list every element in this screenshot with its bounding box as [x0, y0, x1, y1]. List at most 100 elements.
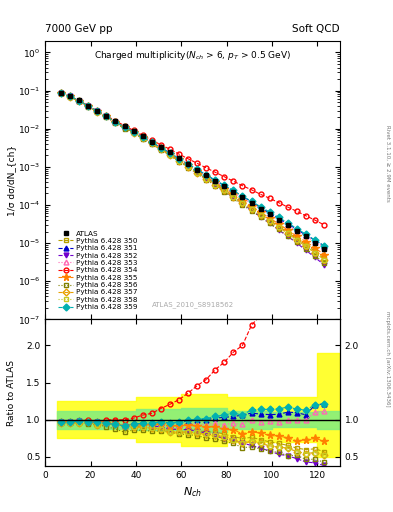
- Pythia 6.428 354: [222, 174, 227, 180]
- Pythia 6.428 355: [285, 227, 290, 233]
- Pythia 6.428 356: [222, 189, 227, 195]
- Pythia 6.428 350: [86, 103, 91, 109]
- Pythia 6.428 353: [231, 189, 236, 196]
- Pythia 6.428 355: [158, 145, 163, 151]
- Pythia 6.428 359: [222, 182, 227, 188]
- Pythia 6.428 352: [113, 119, 118, 125]
- Pythia 6.428 358: [285, 230, 290, 237]
- Pythia 6.428 354: [149, 137, 154, 143]
- Pythia 6.428 350: [95, 109, 100, 115]
- ATLAS: [131, 128, 136, 134]
- Pythia 6.428 351: [222, 183, 227, 189]
- Pythia 6.428 352: [68, 93, 72, 99]
- Pythia 6.428 351: [285, 221, 290, 227]
- Pythia 6.428 355: [267, 215, 272, 221]
- Pythia 6.428 359: [322, 243, 327, 249]
- Pythia 6.428 358: [131, 130, 136, 136]
- Pythia 6.428 350: [59, 91, 63, 97]
- Pythia 6.428 355: [231, 191, 236, 198]
- Pythia 6.428 350: [68, 94, 72, 100]
- ATLAS: [285, 222, 290, 228]
- Pythia 6.428 354: [158, 142, 163, 148]
- ATLAS: [267, 211, 272, 218]
- Pythia 6.428 352: [59, 90, 63, 96]
- Pythia 6.428 350: [176, 157, 181, 163]
- Pythia 6.428 353: [322, 244, 327, 250]
- Pythia 6.428 357: [213, 182, 218, 188]
- Pythia 6.428 356: [131, 130, 136, 136]
- Pythia 6.428 358: [122, 124, 127, 130]
- Pythia 6.428 353: [267, 211, 272, 218]
- Line: Pythia 6.428 359: Pythia 6.428 359: [59, 91, 327, 248]
- Pythia 6.428 358: [222, 187, 227, 194]
- Pythia 6.428 351: [131, 129, 136, 135]
- Pythia 6.428 356: [204, 177, 209, 183]
- ATLAS: [213, 178, 218, 184]
- Pythia 6.428 351: [77, 98, 82, 104]
- Pythia 6.428 351: [267, 210, 272, 216]
- Pythia 6.428 353: [185, 162, 190, 168]
- Pythia 6.428 352: [140, 134, 145, 140]
- Pythia 6.428 354: [131, 127, 136, 134]
- ATLAS: [86, 103, 91, 109]
- Pythia 6.428 352: [176, 157, 181, 163]
- ATLAS: [176, 155, 181, 161]
- Pythia 6.428 355: [122, 124, 127, 130]
- Pythia 6.428 357: [113, 119, 118, 125]
- Pythia 6.428 351: [213, 177, 218, 183]
- Pythia 6.428 359: [167, 150, 172, 156]
- Pythia 6.428 354: [167, 146, 172, 152]
- Pythia 6.428 354: [77, 98, 82, 104]
- Pythia 6.428 352: [222, 188, 227, 194]
- Pythia 6.428 356: [113, 120, 118, 126]
- Y-axis label: 1/σ dσ/dN_{ch}: 1/σ dσ/dN_{ch}: [7, 144, 16, 216]
- Pythia 6.428 359: [195, 166, 200, 173]
- Pythia 6.428 353: [240, 195, 245, 201]
- Line: Pythia 6.428 354: Pythia 6.428 354: [59, 91, 327, 227]
- Pythia 6.428 356: [313, 252, 318, 259]
- Pythia 6.428 352: [185, 163, 190, 169]
- Pythia 6.428 355: [276, 221, 281, 227]
- Pythia 6.428 353: [213, 179, 218, 185]
- Pythia 6.428 350: [276, 223, 281, 229]
- Pythia 6.428 350: [303, 242, 308, 248]
- Pythia 6.428 350: [104, 113, 109, 119]
- Pythia 6.428 356: [267, 220, 272, 226]
- Pythia 6.428 356: [59, 91, 63, 97]
- Pythia 6.428 357: [158, 146, 163, 152]
- ATLAS: [167, 150, 172, 156]
- Pythia 6.428 359: [122, 124, 127, 130]
- Pythia 6.428 352: [285, 233, 290, 240]
- Pythia 6.428 359: [313, 237, 318, 243]
- Pythia 6.428 351: [322, 243, 327, 249]
- Pythia 6.428 353: [95, 108, 100, 114]
- Line: Pythia 6.428 351: Pythia 6.428 351: [59, 91, 327, 248]
- Pythia 6.428 351: [68, 93, 72, 99]
- Pythia 6.428 352: [204, 175, 209, 181]
- Pythia 6.428 356: [68, 94, 72, 100]
- Pythia 6.428 359: [294, 226, 299, 232]
- Pythia 6.428 350: [113, 119, 118, 125]
- Pythia 6.428 354: [185, 156, 190, 162]
- Pythia 6.428 359: [59, 90, 63, 96]
- Pythia 6.428 359: [240, 193, 245, 199]
- ATLAS: [113, 118, 118, 124]
- Pythia 6.428 351: [294, 226, 299, 232]
- Pythia 6.428 353: [294, 228, 299, 234]
- ATLAS: [276, 217, 281, 223]
- Pythia 6.428 350: [294, 236, 299, 242]
- Pythia 6.428 358: [240, 200, 245, 206]
- Pythia 6.428 355: [222, 185, 227, 191]
- Pythia 6.428 352: [213, 182, 218, 188]
- Pythia 6.428 350: [149, 140, 154, 146]
- Pythia 6.428 353: [222, 184, 227, 190]
- Pythia 6.428 358: [267, 219, 272, 225]
- Pythia 6.428 353: [204, 173, 209, 179]
- Pythia 6.428 351: [167, 150, 172, 156]
- Pythia 6.428 358: [158, 146, 163, 152]
- Pythia 6.428 355: [68, 93, 72, 99]
- Pythia 6.428 353: [258, 206, 263, 212]
- Pythia 6.428 355: [176, 156, 181, 162]
- ATLAS: [204, 172, 209, 178]
- Pythia 6.428 351: [104, 113, 109, 119]
